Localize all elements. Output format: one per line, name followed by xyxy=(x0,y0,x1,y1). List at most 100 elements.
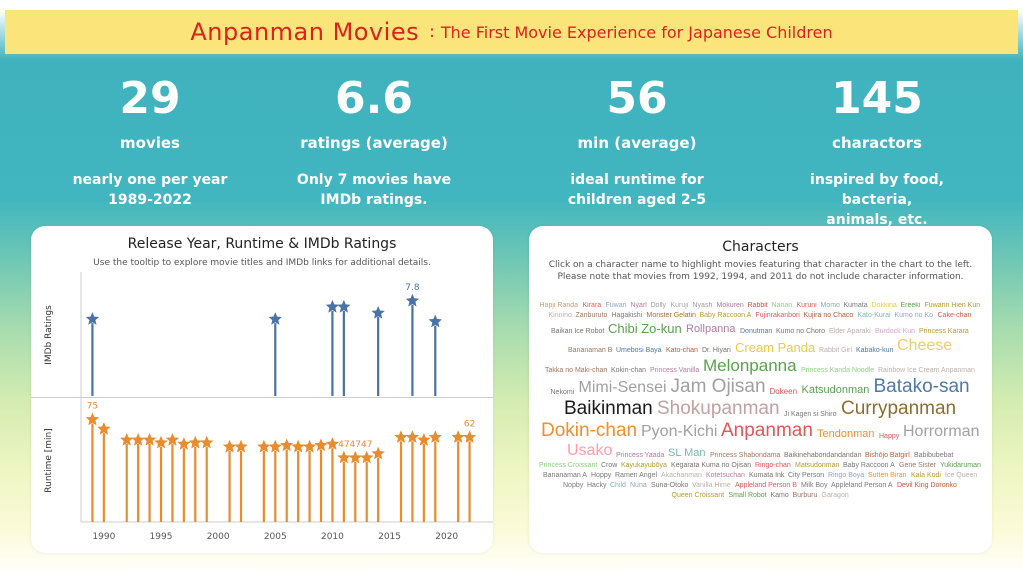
character-word[interactable]: SL Man xyxy=(668,447,706,459)
character-word[interactable]: Shokupanman xyxy=(657,398,780,419)
character-word[interactable]: Ramen Angel xyxy=(615,472,658,479)
character-word[interactable]: Babibubebat xyxy=(914,452,954,459)
character-word[interactable]: City Person xyxy=(788,472,825,479)
character-word[interactable]: Elder Aparaki xyxy=(829,328,871,335)
character-word[interactable]: Devil King Doronko xyxy=(897,482,957,489)
character-word[interactable]: Umebosi Baya xyxy=(616,347,662,354)
character-word[interactable]: Vanilla Hime xyxy=(692,482,731,489)
character-word[interactable]: Dolly xyxy=(650,302,667,309)
character-word[interactable]: Nuna xyxy=(630,482,647,489)
character-word[interactable]: Dr. Hiyari xyxy=(702,347,731,354)
character-word[interactable]: Akachanman xyxy=(661,472,702,479)
character-word[interactable]: Mimi-Sensei xyxy=(578,379,667,396)
character-word[interactable]: Kegarata Kuma no Ojisan xyxy=(671,462,752,469)
character-word[interactable]: Mokuren xyxy=(716,302,744,309)
character-word[interactable]: Fuwari xyxy=(605,302,627,309)
character-word[interactable]: Baikinehabondandandan xyxy=(784,452,862,459)
character-word[interactable]: Kuruji xyxy=(670,302,689,309)
character-word[interactable]: Bananaman A xyxy=(543,472,587,479)
character-word[interactable]: Usako xyxy=(567,442,613,459)
character-word[interactable]: Crow xyxy=(601,462,618,469)
character-word[interactable]: Melonpanna xyxy=(703,356,797,375)
character-word[interactable]: Monster Gelatin xyxy=(646,312,696,319)
character-word[interactable]: Batako-san xyxy=(873,376,970,397)
character-word[interactable]: Princess Yaada xyxy=(616,452,665,459)
character-word[interactable]: Gene Sister xyxy=(899,462,936,469)
character-word[interactable]: Yukidaruman xyxy=(940,462,981,469)
character-word[interactable]: Cake-chan xyxy=(937,312,972,319)
character-word[interactable]: Hapji Randa xyxy=(539,302,579,309)
character-word[interactable]: Burburu xyxy=(792,492,818,499)
character-word[interactable]: Baby Raccoon A xyxy=(699,312,752,319)
character-word[interactable]: Kujira no Chaco xyxy=(803,312,854,319)
character-word[interactable]: Matsudonman xyxy=(795,462,840,469)
character-word[interactable]: Hacky xyxy=(587,482,607,489)
character-word[interactable]: Ringo-chan xyxy=(755,462,791,469)
character-word[interactable]: Kumata Ink xyxy=(749,472,785,479)
character-word[interactable]: Kinnino xyxy=(548,312,572,319)
character-word[interactable]: Princess Shabondama xyxy=(710,452,781,459)
character-word[interactable]: Bananaman B xyxy=(568,347,613,354)
character-word[interactable]: Dokin-chan xyxy=(541,420,638,441)
character-word[interactable]: Happy xyxy=(879,433,900,440)
character-word[interactable]: Rabbit Girl xyxy=(819,347,853,354)
character-word[interactable]: Princess Karara xyxy=(919,328,969,335)
character-word[interactable]: Queen Croissant xyxy=(671,492,725,499)
character-word[interactable]: Kato-chan xyxy=(666,347,698,354)
character-word[interactable]: Nanan xyxy=(771,302,793,309)
character-word[interactable]: Fuwarin Hien Kun xyxy=(924,302,981,309)
character-word[interactable]: Pyon-Kichi xyxy=(641,423,718,440)
character-word[interactable]: Rabbit xyxy=(747,302,768,309)
character-word[interactable]: Rollpanna xyxy=(686,323,736,335)
character-word[interactable]: Ice Queen xyxy=(945,472,978,479)
character-word[interactable]: Kato-Kurai xyxy=(857,312,891,319)
character-word[interactable]: Cream Panda xyxy=(735,340,816,355)
character-word[interactable]: Baby Raccoon A xyxy=(843,462,895,469)
character-word[interactable]: Suna-Otoko xyxy=(651,482,689,489)
character-word[interactable]: Fujinrakanbori xyxy=(755,312,800,319)
character-word[interactable]: Kirara xyxy=(582,302,602,309)
character-word[interactable]: Kayukayubōya xyxy=(621,462,667,469)
character-word[interactable]: Dokkina xyxy=(871,302,897,309)
character-word[interactable]: Kumo no Ko xyxy=(894,312,934,319)
character-word[interactable]: Ji Kagen si Shiro xyxy=(784,411,837,418)
character-word[interactable]: Burdock Kun xyxy=(875,328,916,335)
character-word[interactable]: Sutten Biran xyxy=(868,472,907,479)
character-word[interactable]: Princess Croissant xyxy=(539,462,598,469)
character-word[interactable]: Baikinman xyxy=(564,398,653,419)
character-word[interactable]: Jam Ojisan xyxy=(670,376,766,397)
character-word[interactable]: Rainbow Ice Cream Anpanman xyxy=(878,367,975,374)
character-word[interactable]: Milk Boy xyxy=(801,482,828,489)
character-word[interactable]: Currypanman xyxy=(841,398,957,419)
character-word[interactable]: Katsudonman xyxy=(801,384,870,396)
character-word[interactable]: Cheese xyxy=(897,337,953,354)
character-word[interactable]: Kamo xyxy=(770,492,789,499)
character-word[interactable]: Princess Kanda Noodle xyxy=(801,367,875,374)
character-word[interactable]: Princess Vanilla xyxy=(650,367,700,374)
character-word[interactable]: Kokin-chan xyxy=(611,367,647,374)
character-word[interactable]: Nyash xyxy=(692,302,713,309)
character-word[interactable]: Kotetsuchan xyxy=(706,472,745,479)
character-word[interactable]: Chibi Zo-kun xyxy=(608,321,682,336)
character-word[interactable]: Anpanman xyxy=(721,420,813,441)
character-word[interactable]: Horrorman xyxy=(903,423,980,440)
character-word[interactable]: Kabako-kun xyxy=(856,347,894,354)
character-word[interactable]: Appleland Person B xyxy=(735,482,797,489)
character-word[interactable]: Garagon xyxy=(821,492,849,499)
character-word[interactable]: Small Robot xyxy=(728,492,767,499)
character-word[interactable]: Momo xyxy=(820,302,840,309)
character-word[interactable]: Appleland Person A xyxy=(831,482,893,489)
character-word[interactable]: Kuruni xyxy=(796,302,817,309)
character-word[interactable]: Zanburuto xyxy=(575,312,608,319)
character-word[interactable]: Nekomi xyxy=(550,389,575,396)
character-word[interactable]: Takka no Maki-chan xyxy=(545,367,608,374)
character-word[interactable]: Ereeki xyxy=(900,302,921,309)
character-word[interactable]: Child xyxy=(610,482,626,489)
character-word[interactable]: Hoppy xyxy=(591,472,612,479)
character-word[interactable]: Tendonman xyxy=(817,428,875,440)
character-word[interactable]: Bishōjo Batgirl xyxy=(865,452,910,459)
character-word[interactable]: Nyarl xyxy=(630,302,647,309)
character-word[interactable]: Kumo no Choro xyxy=(776,328,826,335)
character-word[interactable]: Nopby xyxy=(563,482,584,489)
